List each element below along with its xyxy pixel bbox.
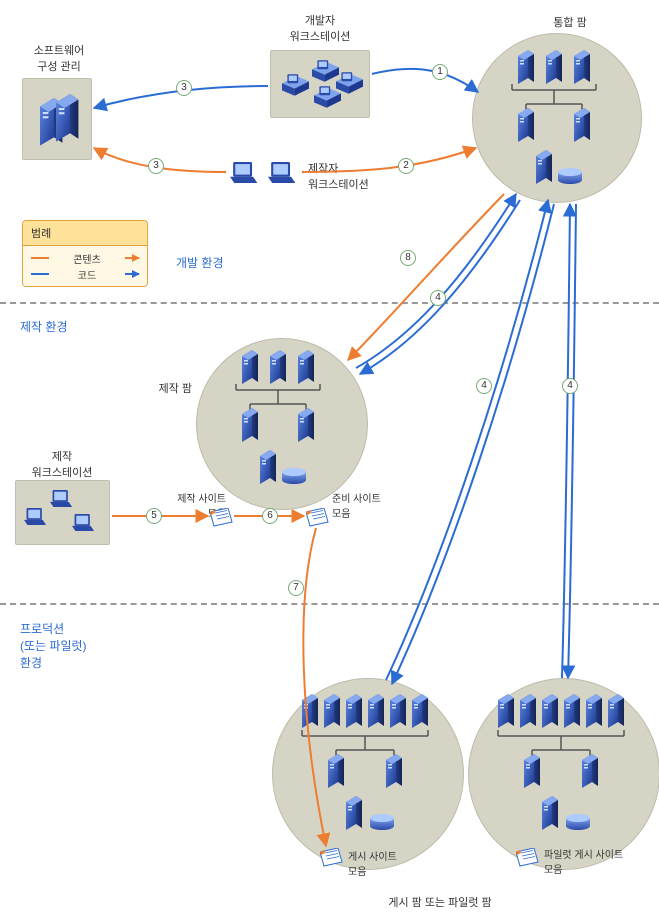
badge-1: 1 [432, 64, 448, 80]
dev-workstation-icons [278, 54, 366, 114]
pilot-publish-site-label: 파일럿 게시 사이트 모음 [544, 846, 644, 876]
env-divider-2 [0, 603, 659, 605]
legend-row-code: 코드 [31, 266, 139, 282]
badge-2: 2 [398, 158, 414, 174]
badge-5: 5 [146, 508, 162, 524]
badge-3b: 3 [148, 158, 164, 174]
legend-title: 범례 [23, 221, 147, 246]
scm-server-icon [36, 92, 80, 148]
authoring-workstation-label: 제작 워크스테이션 [22, 448, 102, 480]
publish-or-pilot-farm-label: 게시 팜 또는 파일럿 팜 [340, 894, 540, 910]
authoring-farm-icons [224, 350, 344, 490]
scm-label: 소프트웨어 구성 관리 [14, 42, 104, 74]
badge-4a: 4 [430, 290, 446, 306]
legend-box: 범례 콘텐츠 코드 [22, 220, 148, 287]
publish-farm-icons [296, 694, 446, 854]
dev-workstation-label: 개발자 워크스테이션 [280, 12, 360, 44]
dev-env-label: 개발 환경 [176, 254, 224, 271]
pilot-farm-icons [492, 694, 642, 854]
badge-4c: 4 [562, 378, 578, 394]
env-divider-1 [0, 302, 659, 304]
publish-site-label: 게시 사이트 모음 [348, 848, 408, 878]
authoring-env-label: 제작 환경 [20, 318, 68, 335]
staging-site-label: 준비 사이트 모음 [332, 490, 390, 520]
production-env-label: 프로덕션 (또는 파일럿) 환경 [20, 620, 87, 671]
author-workstation-icons [228, 158, 302, 188]
integration-farm-icons [500, 50, 620, 190]
legend-code-label: 코드 [53, 267, 121, 282]
legend-row-content: 콘텐츠 [31, 250, 139, 266]
authoring-site-doc-icon [210, 508, 232, 528]
publish-site-doc-icon [320, 848, 342, 868]
badge-3a: 3 [176, 80, 192, 96]
badge-7: 7 [288, 580, 304, 596]
badge-4b: 4 [476, 378, 492, 394]
legend-content-label: 콘텐츠 [53, 251, 121, 266]
badge-8: 8 [400, 250, 416, 266]
integration-farm-label: 통합 팜 [540, 14, 600, 30]
authoring-workstation-icons [22, 486, 106, 542]
staging-site-doc-icon [306, 508, 328, 528]
pilot-publish-site-doc-icon [516, 848, 538, 868]
authoring-farm-label: 제작 팜 [132, 380, 192, 396]
author-workstation-label: 제작자 워크스테이션 [308, 160, 388, 192]
badge-6: 6 [262, 508, 278, 524]
